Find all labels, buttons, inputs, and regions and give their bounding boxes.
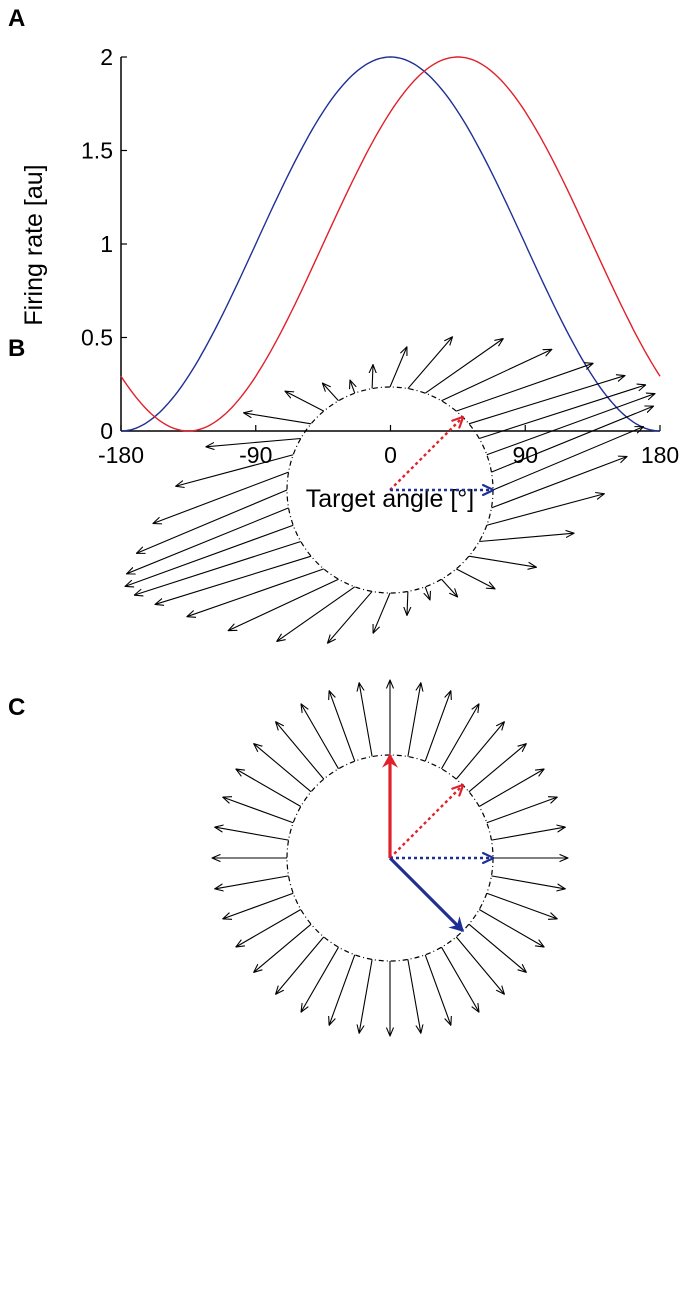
population-vector (236, 769, 302, 807)
x-tick-label: 0 (384, 442, 397, 468)
population-vector (155, 555, 312, 604)
population-vector (223, 892, 294, 919)
population-vector (491, 406, 653, 473)
result-vector (388, 856, 464, 932)
y-tick-labels: 0 0.5 1 1.5 2 (81, 44, 113, 444)
population-vector (301, 704, 339, 770)
panel-c-vector-field (212, 680, 568, 1036)
population-vector (329, 691, 356, 762)
population-vector (491, 456, 627, 509)
population-vector (455, 568, 495, 589)
series-line-0 (120, 56, 661, 432)
population-vector (301, 946, 339, 1012)
population-vector (206, 437, 301, 447)
population-vector (455, 936, 504, 994)
population-vector (389, 347, 407, 388)
population-vector (479, 385, 646, 440)
population-vector (492, 427, 644, 491)
population-vector (322, 383, 339, 402)
panel-a-chart: -180 -90 0 90 180 00.511.52 Target angle [°]… (20, 44, 679, 513)
population-vector (468, 923, 526, 972)
population-vector (424, 338, 503, 394)
population-vector (455, 722, 504, 780)
population-vector (441, 704, 480, 770)
panel-label-a: A (8, 5, 25, 32)
population-vector (468, 744, 526, 793)
population-vector (441, 578, 458, 597)
population-vector (153, 471, 289, 523)
y-axis-title: Firing rate [au] (20, 164, 48, 325)
population-vector (215, 827, 289, 841)
population-vector (486, 494, 605, 526)
population-vector (373, 592, 391, 633)
panel-b-vector-field (125, 337, 655, 644)
population-vector (441, 349, 552, 402)
y-tick-label: 1 (100, 231, 113, 257)
population-vectors (212, 680, 568, 1036)
panel-label-b: B (8, 335, 25, 362)
population-vector (468, 555, 537, 567)
population-vector (223, 797, 294, 824)
population-vector (125, 524, 294, 586)
population-vector (491, 875, 565, 889)
population-vector (359, 683, 373, 757)
population-vector (456, 363, 593, 412)
preferred-direction-vectors (389, 785, 493, 859)
population-vector (441, 946, 480, 1012)
result-vectors (382, 753, 464, 932)
population-vector (277, 586, 356, 642)
y-tick-label: 0.5 (81, 325, 113, 351)
axes (120, 56, 661, 432)
population-vector (407, 683, 421, 757)
population-vector (329, 954, 356, 1025)
preferred-direction-vectors (389, 417, 493, 491)
population-vector (407, 337, 453, 389)
population-vector (479, 533, 574, 543)
x-tick-label: -90 (239, 442, 272, 468)
population-vector (136, 489, 288, 553)
population-vector (407, 591, 408, 615)
population-vector (468, 376, 625, 425)
y-tick-label: 0 (100, 418, 113, 444)
series-line-1 (120, 56, 661, 432)
population-vector (276, 936, 325, 994)
population-vector (491, 827, 565, 841)
population-vector (244, 413, 312, 425)
preferred-direction-vector (389, 417, 463, 491)
population-vector (327, 591, 373, 643)
series-lines (120, 56, 661, 432)
preferred-direction-vector (389, 785, 463, 859)
population-vector (187, 568, 324, 617)
population-vector (228, 578, 339, 630)
panel-label-c: C (8, 694, 25, 721)
y-tick-label: 1.5 (81, 138, 113, 164)
x-tick-labels: -180 -90 0 90 180 (98, 442, 679, 468)
population-vector (350, 380, 355, 394)
population-vector (486, 797, 557, 824)
population-vector (424, 954, 451, 1025)
population-vector (176, 454, 294, 486)
population-vector (478, 909, 544, 948)
population-vector (407, 959, 421, 1033)
population-vector (215, 875, 289, 889)
population-vector (424, 691, 451, 762)
population-vector (126, 507, 289, 574)
population-vector (486, 394, 655, 456)
population-vector (236, 909, 302, 948)
population-vector (486, 892, 557, 919)
population-vector (372, 365, 373, 389)
y-tick-label: 2 (100, 44, 113, 70)
x-tick-label: 180 (641, 442, 679, 468)
population-vector (276, 722, 325, 780)
population-vector (254, 923, 312, 972)
population-vector (254, 744, 312, 793)
population-vector (134, 540, 301, 596)
population-vector (359, 959, 373, 1033)
x-tick-label: -180 (98, 442, 144, 468)
population-vector (425, 586, 430, 600)
population-vector (285, 391, 325, 412)
population-vectors (125, 337, 655, 644)
population-vector (478, 769, 544, 807)
